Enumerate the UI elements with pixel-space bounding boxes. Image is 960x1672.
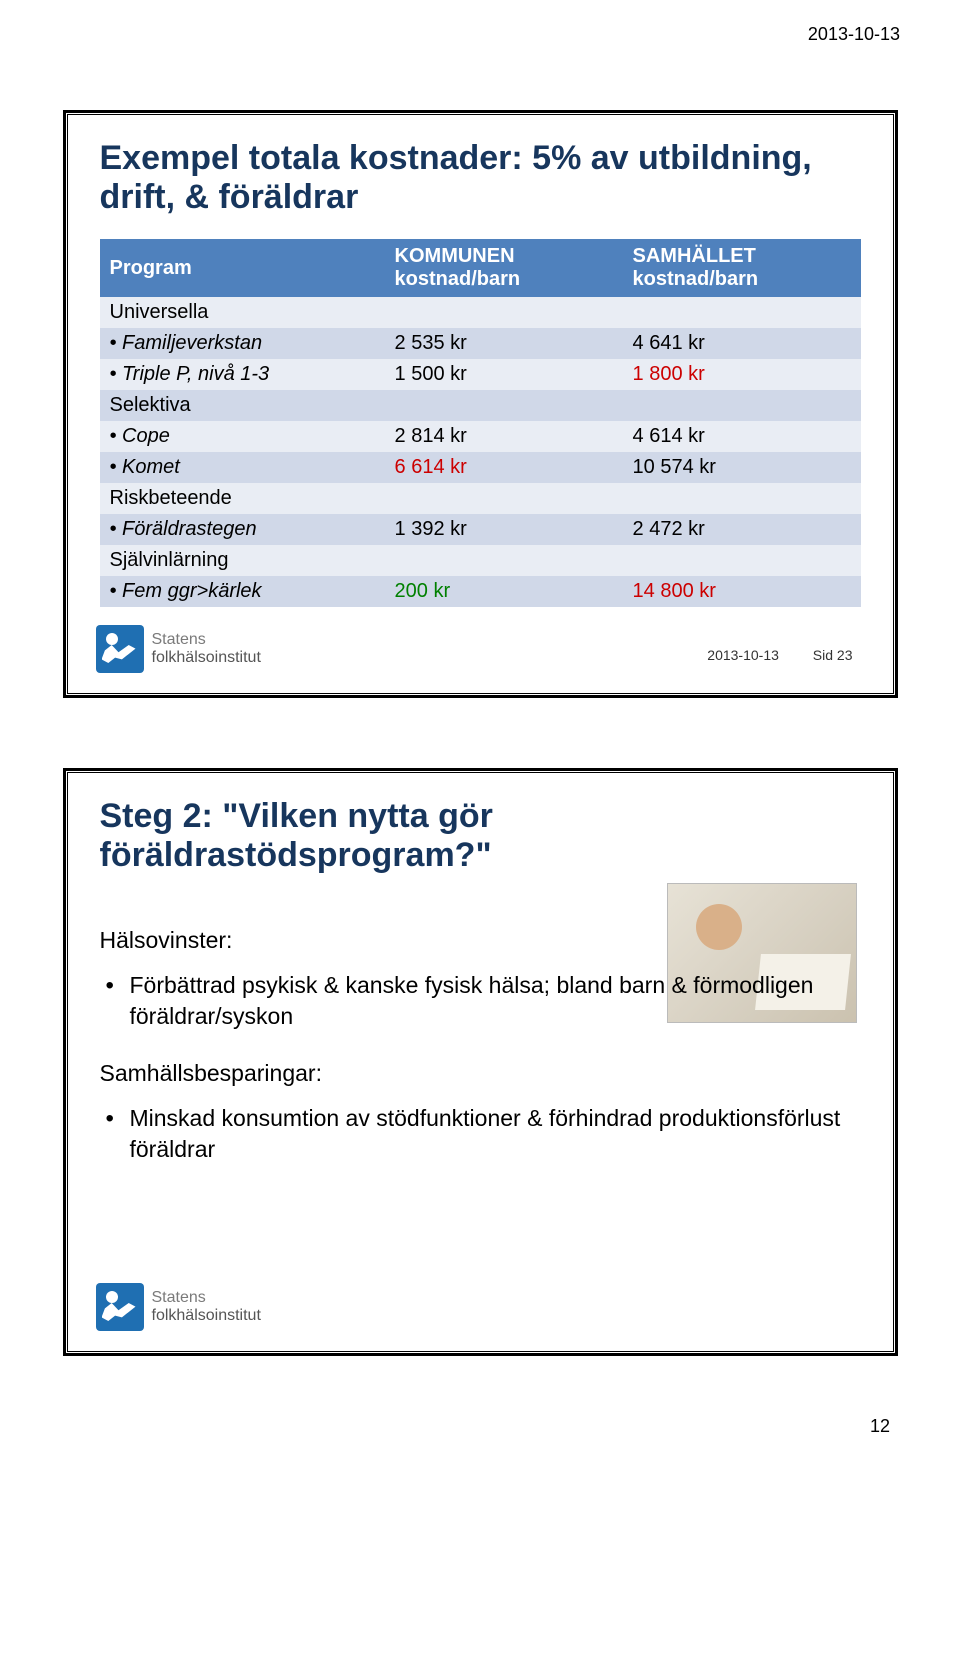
th-samhallet-l1: SAMHÄLLET [633,245,756,267]
footer-logo: Statens folkhälsoinstitut [96,1283,261,1331]
cell-value: 1 800 kr [623,359,861,390]
cell-value: 1 500 kr [385,359,623,390]
cell-value: 6 614 kr [385,452,623,483]
row-komet: • Komet [100,452,385,483]
th-samhallet-l2: kostnad/barn [633,268,759,290]
footer-logo: Statens folkhälsoinstitut [96,625,261,673]
logo-text: Statens folkhälsoinstitut [152,631,261,666]
table-row: • Cope 2 814 kr 4 614 kr [100,421,861,452]
slide2-title: Steg 2: "Vilken nytta gör föräldrastödsp… [100,797,633,875]
section-universella: Universella [100,297,385,328]
row-cope: • Cope [100,421,385,452]
document-page: 2013-10-13 Exempel totala kostnader: 5% … [0,0,960,1477]
th-kommunen-l2: kostnad/barn [395,268,521,290]
logo-line2: folkhälsoinstitut [152,649,261,666]
cell-value: 2 472 kr [623,514,861,545]
cell-value: 10 574 kr [623,452,861,483]
table-row: • Komet 6 614 kr 10 574 kr [100,452,861,483]
table-row: • Triple P, nivå 1-3 1 500 kr 1 800 kr [100,359,861,390]
table-header-row: Program KOMMUNEN kostnad/barn SAMHÄLLET … [100,239,861,297]
cost-table: Program KOMMUNEN kostnad/barn SAMHÄLLET … [100,239,861,607]
logo-line2: folkhälsoinstitut [152,1307,261,1324]
header-date: 2013-10-13 [808,24,900,45]
slide-1: Exempel totala kostnader: 5% av utbildni… [60,110,900,698]
table-row: Universella [100,297,861,328]
logo-text: Statens folkhälsoinstitut [152,1289,261,1324]
row-femggr: • Fem ggr>kärlek [100,576,385,607]
section-sjalvinlarning: Självinlärning [100,545,385,576]
row-foraldrastegen: • Föräldrastegen [100,514,385,545]
th-samhallet: SAMHÄLLET kostnad/barn [623,239,861,297]
cell-value: 4 614 kr [623,421,861,452]
cell-value: 1 392 kr [385,514,623,545]
logo-icon [96,1283,144,1331]
logo-icon [96,625,144,673]
table-row: Selektiva [100,390,861,421]
logo-line1: Statens [152,631,206,648]
table-row: Riskbeteende [100,483,861,514]
page-number: 12 [60,1416,890,1437]
th-kommunen: KOMMUNEN kostnad/barn [385,239,623,297]
meta-date: 2013-10-13 [707,647,779,663]
cell-value: 14 800 kr [623,576,861,607]
cell-value: 4 641 kr [623,328,861,359]
slide-meta: 2013-10-13 Sid 23 [677,647,852,663]
section-selektiva: Selektiva [100,390,385,421]
row-familjeverkstan: • Familjeverkstan [100,328,385,359]
bullet-1: Förbättrad psykisk & kanske fysisk hälsa… [106,970,861,1032]
th-program: Program [100,239,385,297]
table-row: • Föräldrastegen 1 392 kr 2 472 kr [100,514,861,545]
logo-line1: Statens [152,1289,206,1306]
bullet-2: Minskad konsumtion av stödfunktioner & f… [106,1103,861,1165]
subhead-samhallsbesparingar: Samhällsbesparingar: [100,1058,861,1089]
cell-value: 200 kr [385,576,623,607]
cell-value: 2 814 kr [385,421,623,452]
slide-2: Steg 2: "Vilken nytta gör föräldrastödsp… [60,768,900,1356]
cell-value: 2 535 kr [385,328,623,359]
th-kommunen-l1: KOMMUNEN [395,245,515,267]
slide1-title: Exempel totala kostnader: 5% av utbildni… [100,139,861,217]
row-triplep: • Triple P, nivå 1-3 [100,359,385,390]
table-row: • Familjeverkstan 2 535 kr 4 641 kr [100,328,861,359]
table-row: Självinlärning [100,545,861,576]
table-row: • Fem ggr>kärlek 200 kr 14 800 kr [100,576,861,607]
meta-page: Sid 23 [813,647,853,663]
section-riskbeteende: Riskbeteende [100,483,385,514]
